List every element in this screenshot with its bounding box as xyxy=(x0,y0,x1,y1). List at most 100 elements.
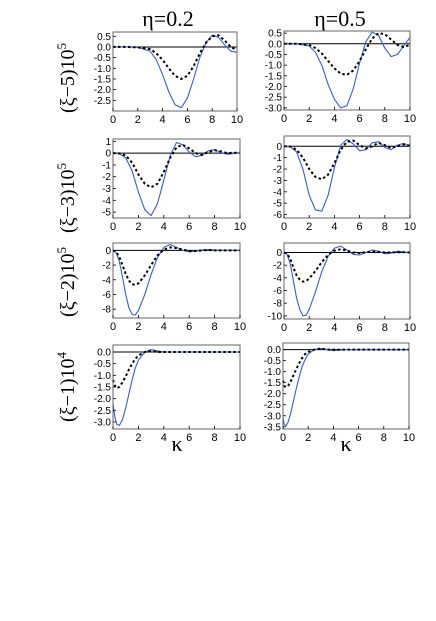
plot-frame xyxy=(112,242,241,319)
y-tick-label: -3.0 xyxy=(264,411,282,422)
row-label-1-exponent: 5 xyxy=(54,43,69,50)
x-tick-label: 6 xyxy=(357,113,363,125)
x-tick-label: 10 xyxy=(404,322,416,334)
y-tick-label: -0.5 xyxy=(94,359,112,370)
y-tick-label: -6 xyxy=(273,210,282,221)
y-tick-label: 1 xyxy=(105,137,111,148)
y-tick-label: -1.0 xyxy=(94,64,112,75)
x-tick-label: 0 xyxy=(281,221,287,233)
x-tick-label: 8 xyxy=(382,322,388,334)
y-tick-label: -1 xyxy=(273,153,282,164)
series-dotted-black xyxy=(283,139,411,181)
x-tick-label: 10 xyxy=(403,432,415,444)
y-tick-label: -5 xyxy=(273,199,282,210)
column-title-eta-0-5: η=0.5 xyxy=(314,6,365,31)
x-tick-label: 6 xyxy=(186,432,192,444)
x-tick-label: 6 xyxy=(357,322,363,334)
panels: 0 2 4 6 8 100.50.0-0.5-1.0-1.5-2.0-2.50 2 4 6 8 10… xyxy=(94,29,416,444)
plot-frame xyxy=(283,30,411,111)
y-tick-label: -3.0 xyxy=(94,418,112,429)
y-tick-label: -4 xyxy=(273,273,282,284)
y-tick-label: -1.5 xyxy=(94,74,112,85)
x-tick-label: 0 xyxy=(110,114,116,126)
series-solid-blue xyxy=(112,141,241,217)
x-tick-label: 10 xyxy=(404,113,416,125)
x-tick-label: 2 xyxy=(306,221,312,233)
x-tick-label: 2 xyxy=(306,322,312,334)
plot-frame xyxy=(282,342,410,430)
x-tick-label: 8 xyxy=(382,113,388,125)
y-tick-label: -1.0 xyxy=(264,367,282,378)
y-tick-label: -2 xyxy=(273,261,282,272)
y-tick-label: -2.5 xyxy=(94,406,112,417)
x-tick-label: 4 xyxy=(161,221,167,233)
y-tick-label: -4 xyxy=(102,196,111,207)
y-tick-label: -6 xyxy=(102,290,111,301)
x-tick-label: 4 xyxy=(331,322,337,334)
x-tick-label: 6 xyxy=(186,321,192,333)
y-tick-label: -8 xyxy=(273,299,282,310)
panel-6: 0 2 4 6 8 10 0 -2-4 -6 -8-10 xyxy=(268,242,416,334)
y-tick-label: 0.0 xyxy=(268,39,282,50)
series-dotted-black xyxy=(284,32,411,76)
panel-8: 0 2 4 6 8 10 0.0-0.5-1.0-1.5-2.0-2.5-3.0-3.5 xyxy=(264,342,415,444)
y-tick-label: -2.0 xyxy=(94,394,112,405)
panel-2: 0 2 4 6 8 10 0.50.0-0.5-1.0-1.5-2.0-2.5-3.0 xyxy=(265,29,416,125)
series-solid-blue xyxy=(283,245,411,317)
x-tick-label: 8 xyxy=(381,432,387,444)
y-tick-label: -1 xyxy=(102,160,111,171)
row-label-1: (ξ−5)105 xyxy=(54,43,79,113)
y-tick-label: -0.5 xyxy=(265,50,283,61)
x-tick-label: 8 xyxy=(212,432,218,444)
y-tick-label: -1.5 xyxy=(265,71,283,82)
series-solid-blue xyxy=(282,347,409,427)
x-tick-label: 2 xyxy=(135,321,141,333)
y-tick-label: 0.0 xyxy=(97,42,111,53)
series-dotted-black xyxy=(282,347,409,389)
x-tick-label: 8 xyxy=(212,221,218,233)
x-tick-label: 10 xyxy=(231,114,243,126)
series-dotted-black xyxy=(112,246,240,286)
x-tick-label: 2 xyxy=(135,432,141,444)
y-tick-label: 0.0 xyxy=(97,348,111,359)
y-tick-label: -2 xyxy=(273,165,282,176)
x-tick-label: 2 xyxy=(135,114,141,126)
x-tick-label: 2 xyxy=(135,221,141,233)
y-tick-label: -1.5 xyxy=(94,383,112,394)
x-tick-label: 4 xyxy=(161,321,167,333)
x-tick-label: 4 xyxy=(161,432,167,444)
plot-frame xyxy=(283,242,411,320)
y-tick-label: 0 xyxy=(105,246,111,257)
y-tick-label: -3.0 xyxy=(265,103,283,114)
x-tick-label: 10 xyxy=(234,221,246,233)
row-label-1-main: (ξ−5)10 xyxy=(57,49,79,113)
panel-5: 0 2 4 6 8 10 0 -2 -4 -6 -8 xyxy=(102,242,246,333)
row-label-3: (ξ−2)105 xyxy=(54,247,79,317)
series-solid-blue xyxy=(113,34,238,109)
y-tick-label: -4 xyxy=(102,275,111,286)
y-tick-label: -1.0 xyxy=(265,61,283,72)
series-solid-blue xyxy=(283,138,411,212)
x-tick-label: 2 xyxy=(305,432,311,444)
x-tick-label: 10 xyxy=(234,321,246,333)
row-label-3-main: (ξ−2)10 xyxy=(57,253,79,317)
y-tick-label: -4 xyxy=(273,187,282,198)
x-tick-label: 0 xyxy=(281,113,287,125)
series-dotted-black xyxy=(112,349,240,390)
x-tick-label: 6 xyxy=(186,221,192,233)
series-dotted-black xyxy=(112,143,241,189)
row-label-4-exponent: 4 xyxy=(54,351,69,358)
y-tick-label: 0.0 xyxy=(267,345,281,356)
x-tick-label: 6 xyxy=(184,114,190,126)
x-axis-label-left: κ xyxy=(171,431,182,456)
y-tick-label: -2.0 xyxy=(264,389,282,400)
x-tick-label: 0 xyxy=(281,322,287,334)
x-tick-label: 0 xyxy=(280,432,286,444)
y-tick-label: -2 xyxy=(102,172,111,183)
x-tick-label: 6 xyxy=(356,432,362,444)
x-tick-label: 4 xyxy=(160,114,166,126)
row-label-3-exponent: 5 xyxy=(54,247,69,254)
y-tick-label: -0.5 xyxy=(264,356,282,367)
plot-frame xyxy=(112,138,241,219)
y-tick-label: -10 xyxy=(268,311,283,322)
